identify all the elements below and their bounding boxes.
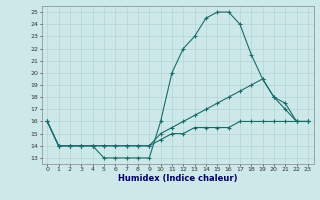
X-axis label: Humidex (Indice chaleur): Humidex (Indice chaleur) (118, 174, 237, 183)
